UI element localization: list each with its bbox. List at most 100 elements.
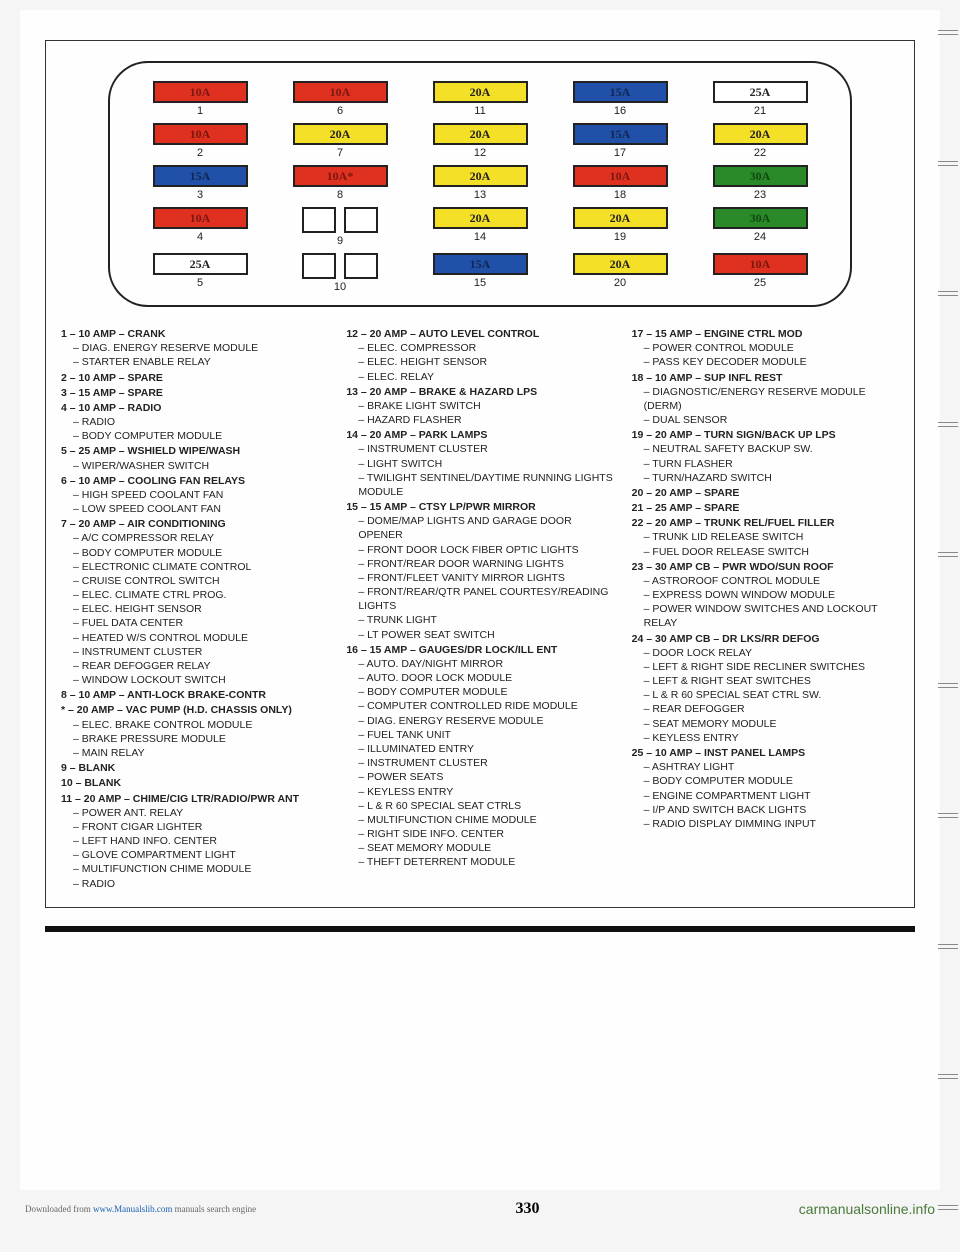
legend-items: INSTRUMENT CLUSTERLIGHT SWITCHTWILIGHT S… (358, 442, 613, 499)
legend-items: POWER CONTROL MODULEPASS KEY DECODER MOD… (644, 341, 899, 369)
fuse-number: 14 (474, 231, 486, 243)
legend-item: FRONT DOOR LOCK FIBER OPTIC LIGHTS (358, 543, 613, 557)
fuse-number: 1 (197, 105, 203, 117)
fuse-cell-25: 10A25 (713, 253, 808, 293)
legend-item: DUAL SENSOR (644, 413, 899, 427)
legend-item: REAR DEFOGGER (644, 702, 899, 716)
fuse-number: 8 (337, 189, 343, 201)
fuse-cell-7: 20A7 (293, 123, 388, 159)
legend-item: L & R 60 SPECIAL SEAT CTRLS (358, 799, 613, 813)
legend-item: TRUNK LID RELEASE SWITCH (644, 530, 899, 544)
legend-heading: 4 – 10 AMP – RADIO (61, 401, 328, 415)
legend-heading: 11 – 20 AMP – CHIME/CIG LTR/RADIO/PWR AN… (61, 792, 328, 806)
fuse-22: 20A (713, 123, 808, 145)
legend-heading: 2 – 10 AMP – SPARE (61, 371, 328, 385)
fuse-12: 20A (433, 123, 528, 145)
fuse-cell-15: 15A15 (433, 253, 528, 293)
fuse-cell-20: 20A20 (573, 253, 668, 293)
legend-item: MULTIFUNCTION CHIME MODULE (358, 813, 613, 827)
legend-item: POWER CONTROL MODULE (644, 341, 899, 355)
legend-entry: 5 – 25 AMP – WSHIELD WIPE/WASHWIPER/WASH… (61, 444, 328, 472)
legend-entry: 20 – 20 AMP – SPARE (632, 486, 899, 500)
footer-right: carmanualsonline.info (799, 1201, 935, 1217)
legend-item: ELEC. RELAY (358, 370, 613, 384)
fuse-7: 20A (293, 123, 388, 145)
fuse-cell-19: 20A19 (573, 207, 668, 247)
footer-left-post: manuals search engine (172, 1204, 256, 1214)
legend-entry: 7 – 20 AMP – AIR CONDITIONINGA/C COMPRES… (61, 517, 328, 687)
fuse-number: 10 (334, 281, 346, 293)
legend-items: AUTO. DAY/NIGHT MIRRORAUTO. DOOR LOCK MO… (358, 657, 613, 870)
manualslib-link[interactable]: www.Manualslib.com (93, 1204, 172, 1214)
legend-item: SEAT MEMORY MODULE (644, 717, 899, 731)
legend-heading: 9 – BLANK (61, 761, 328, 775)
legend-item: AUTO. DOOR LOCK MODULE (358, 671, 613, 685)
legend-item: LOW SPEED COOLANT FAN (73, 502, 328, 516)
legend-item: POWER ANT. RELAY (73, 806, 328, 820)
fuse-number: 12 (474, 147, 486, 159)
page: 10A110A620A1115A1625A2110A220A720A1215A1… (20, 10, 940, 1190)
legend-item: BODY COMPUTER MODULE (358, 685, 613, 699)
fuse-cell-18: 10A18 (573, 165, 668, 201)
legend-item: INSTRUMENT CLUSTER (358, 756, 613, 770)
legend-entry: 21 – 25 AMP – SPARE (632, 501, 899, 515)
legend-item: BRAKE LIGHT SWITCH (358, 399, 613, 413)
fuse-2: 10A (153, 123, 248, 145)
legend-item: HIGH SPEED COOLANT FAN (73, 488, 328, 502)
fuse-6: 10A (293, 81, 388, 103)
fuse-cell-16: 15A16 (573, 81, 668, 117)
legend-item: KEYLESS ENTRY (358, 785, 613, 799)
legend-item: DIAG. ENERGY RESERVE MODULE (73, 341, 328, 355)
fuse-18: 10A (573, 165, 668, 187)
legend-col-3: 17 – 15 AMP – ENGINE CTRL MODPOWER CONTR… (632, 327, 899, 892)
fuse-grid: 10A110A620A1115A1625A2110A220A720A1215A1… (140, 81, 820, 293)
legend-item: DOOR LOCK RELAY (644, 646, 899, 660)
fuse-19: 20A (573, 207, 668, 229)
blank-slot (302, 207, 378, 233)
fuse-number: 7 (337, 147, 343, 159)
legend-item: FUEL TANK UNIT (358, 728, 613, 742)
fuse-cell-1: 10A1 (153, 81, 248, 117)
fuse-number: 24 (754, 231, 766, 243)
fuse-15: 15A (433, 253, 528, 275)
blank-slot (302, 253, 378, 279)
fuse-14: 20A (433, 207, 528, 229)
legend-item: ELEC. BRAKE CONTROL MODULE (73, 718, 328, 732)
legend-item: MAIN RELAY (73, 746, 328, 760)
legend-item: INSTRUMENT CLUSTER (73, 645, 328, 659)
legend-entry: 17 – 15 AMP – ENGINE CTRL MODPOWER CONTR… (632, 327, 899, 370)
legend-item: ELEC. COMPRESSOR (358, 341, 613, 355)
fuse-cell-5: 25A5 (153, 253, 248, 293)
legend-items: HIGH SPEED COOLANT FANLOW SPEED COOLANT … (73, 488, 328, 516)
legend-item: TWILIGHT SENTINEL/DAYTIME RUNNING LIGHTS… (358, 471, 613, 499)
footer-left: Downloaded from www.Manualslib.com manua… (25, 1204, 256, 1214)
legend-items: DOOR LOCK RELAYLEFT & RIGHT SIDE RECLINE… (644, 646, 899, 745)
fuse-cell-24: 30A24 (713, 207, 808, 247)
legend-entry: 10 – BLANK (61, 776, 328, 790)
legend-item: ASHTRAY LIGHT (644, 760, 899, 774)
legend-item: NEUTRAL SAFETY BACKUP SW. (644, 442, 899, 456)
page-rule (45, 926, 915, 932)
fuse-cell-11: 20A11 (433, 81, 528, 117)
legend-heading: 22 – 20 AMP – TRUNK REL/FUEL FILLER (632, 516, 899, 530)
fuse-23: 30A (713, 165, 808, 187)
legend-item: LEFT & RIGHT SIDE RECLINER SWITCHES (644, 660, 899, 674)
fuse-number: 3 (197, 189, 203, 201)
fuse-number: 16 (614, 105, 626, 117)
fuse-number: 15 (474, 277, 486, 289)
legend-items: ASTROROOF CONTROL MODULEEXPRESS DOWN WIN… (644, 574, 899, 631)
legend-item: A/C COMPRESSOR RELAY (73, 531, 328, 545)
legend-item: SEAT MEMORY MODULE (358, 841, 613, 855)
legend-item: TURN/HAZARD SWITCH (644, 471, 899, 485)
legend-item: FRONT CIGAR LIGHTER (73, 820, 328, 834)
legend-entry: 19 – 20 AMP – TURN SIGN/BACK UP LPSNEUTR… (632, 428, 899, 485)
fuse-panel: 10A110A620A1115A1625A2110A220A720A1215A1… (108, 61, 852, 307)
legend-item: BODY COMPUTER MODULE (644, 774, 899, 788)
legend-entry: 9 – BLANK (61, 761, 328, 775)
legend-col-1: 1 – 10 AMP – CRANKDIAG. ENERGY RESERVE M… (61, 327, 328, 892)
fuse-cell-10: 10 (302, 253, 378, 293)
legend-item: AUTO. DAY/NIGHT MIRROR (358, 657, 613, 671)
fuse-number: 23 (754, 189, 766, 201)
legend-heading: 20 – 20 AMP – SPARE (632, 486, 899, 500)
legend-heading: 18 – 10 AMP – SUP INFL REST (632, 371, 899, 385)
